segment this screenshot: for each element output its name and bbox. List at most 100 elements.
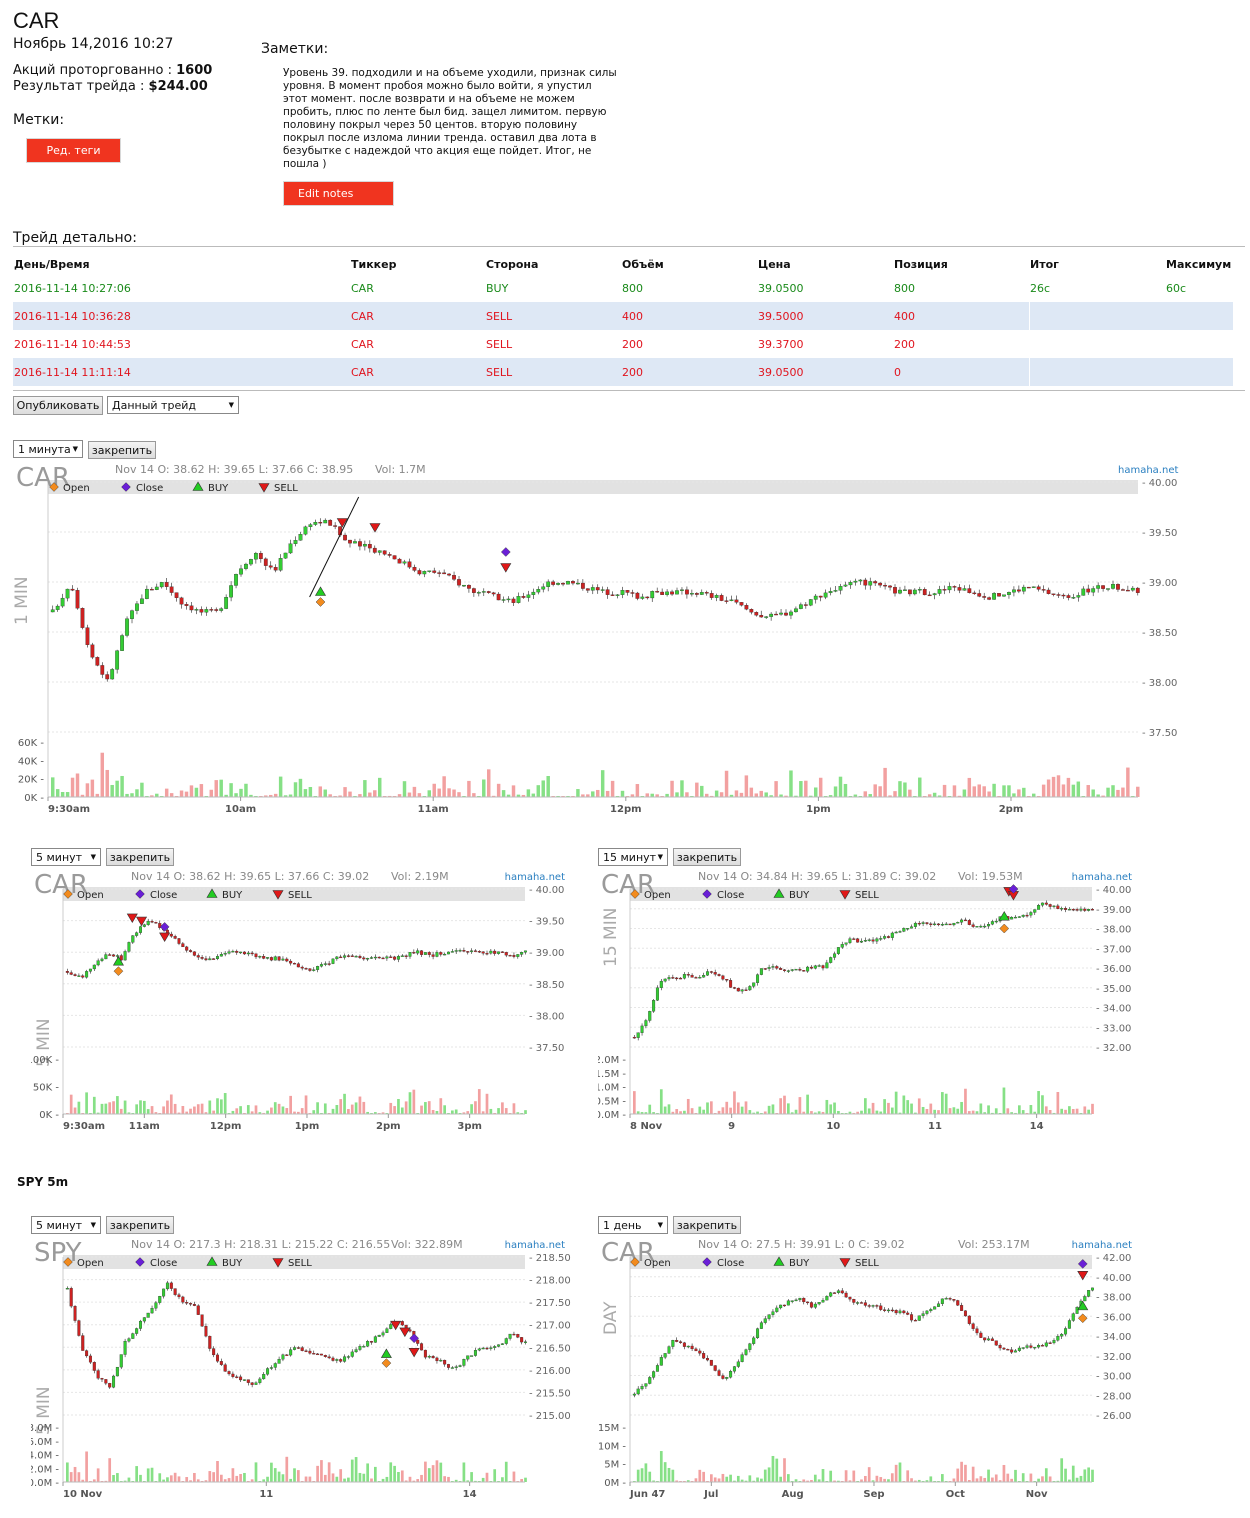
candle-body [373,956,377,959]
volume-bar [860,1479,863,1482]
edit-tags-button[interactable]: Ред. теги [26,138,121,163]
dropdown-arrow-icon: ▼ [90,1221,96,1229]
candle-body [754,612,759,616]
candle-body [308,524,313,528]
candle-body [739,602,744,606]
pin-chart-button[interactable]: закрепить [106,848,174,866]
candle-body [694,1348,698,1352]
volume-bar [748,1110,752,1114]
publish-button[interactable]: Опубликовать [13,396,103,415]
volume-bar [254,1462,258,1482]
candle-body [944,1298,948,1300]
candle-body [481,951,485,954]
pin-chart-button[interactable]: закрепить [88,441,156,459]
volume-bar [733,1480,736,1482]
volume-bar [1044,1106,1048,1114]
volume-bar [266,1110,269,1114]
volume-bar [246,1105,250,1114]
volume-bar [374,1466,377,1482]
candle-body [898,589,902,594]
candle-body [992,593,996,600]
candle-body [948,1298,952,1300]
candle-body [308,968,312,971]
volume-bar [844,1470,848,1482]
volume-bar [196,1479,200,1482]
volume-bar [698,1106,702,1114]
candle-body [88,1355,92,1363]
volume-bar [725,1101,729,1114]
candle-body [967,588,972,594]
volume-bar [300,1108,304,1114]
volume-bar [717,1110,721,1114]
candle-body [906,928,910,930]
volume-bar [431,1109,435,1114]
legend-open-icon [63,1257,73,1267]
volume-bar [925,1480,929,1482]
candle-body [679,1341,683,1343]
volume-bar [293,1468,296,1482]
shares-traded: Акций проторгованно : 1600 [13,63,212,78]
volume-bar [250,1479,254,1482]
timeframe-select[interactable]: 1 день ▼ [598,1216,668,1234]
x-tick-label: 8 Nov [630,1121,663,1132]
volume-bar [516,794,521,797]
table-cell: SELL [486,337,513,351]
volume-bar [710,1101,713,1114]
volume-bar [474,1480,477,1482]
candle-body [852,1298,856,1303]
candle-body [462,584,466,587]
edit-notes-button[interactable]: Edit notes [283,181,394,206]
candle-body [809,1302,813,1308]
volume-bar [424,1461,427,1482]
volume-bar [756,1477,759,1482]
timeframe-select[interactable]: 15 минут ▼ [598,848,668,866]
candle-body [242,1379,246,1381]
candle-body [300,1347,304,1351]
candle-body [675,977,679,980]
volume-bar [443,1105,446,1114]
volume-bar [809,795,813,797]
volume-bar [250,1111,254,1114]
candle-body [917,922,921,925]
candle-body [702,1353,706,1359]
candle-body [212,1348,216,1356]
candle-body [159,582,164,588]
candle-body [177,938,181,944]
volume-bar [1083,1106,1087,1114]
volume-bar [810,1111,813,1114]
candle-body [763,968,767,970]
pin-chart-button[interactable]: закрепить [106,1216,174,1234]
candle-body [1130,587,1135,591]
volume-bar [1021,1110,1025,1114]
pin-chart-button[interactable]: закрепить [673,1216,741,1234]
volume-bar [51,777,55,797]
volume-bar [944,1093,948,1114]
candle-body [713,1365,717,1371]
candle-body [285,1354,289,1356]
candle-body [389,1324,393,1329]
volume-bar [729,794,734,797]
legend-buy-label: BUY [789,1258,810,1269]
volume-bar [85,1092,88,1114]
candle-body [1087,1290,1091,1297]
volume-bar [223,1093,227,1114]
timeframe-select[interactable]: 5 минут ▼ [31,848,101,866]
candle-body [466,951,470,953]
publish-scope-select[interactable]: Данный трейд ▼ [107,396,239,414]
candle-body [971,924,975,927]
volume-bar [177,1112,181,1114]
volume-bar [110,784,114,797]
candle-body [859,940,863,943]
timeframe-select[interactable]: 5 минут ▼ [31,1216,101,1234]
candle-body [798,968,802,971]
sell-marker [126,913,138,924]
timeframe-select[interactable]: 1 минута ▼ [13,440,83,458]
candle-body [803,604,808,606]
volume-bar [270,1107,273,1114]
pin-chart-button[interactable]: закрепить [673,848,741,866]
volume-bar [95,793,100,797]
candle-body [55,605,60,610]
volume-tick-label: 2.0M - [598,1055,626,1066]
y-tick-label: - 36.00 [1096,1312,1131,1323]
x-tick-label: 12pm [610,804,642,815]
